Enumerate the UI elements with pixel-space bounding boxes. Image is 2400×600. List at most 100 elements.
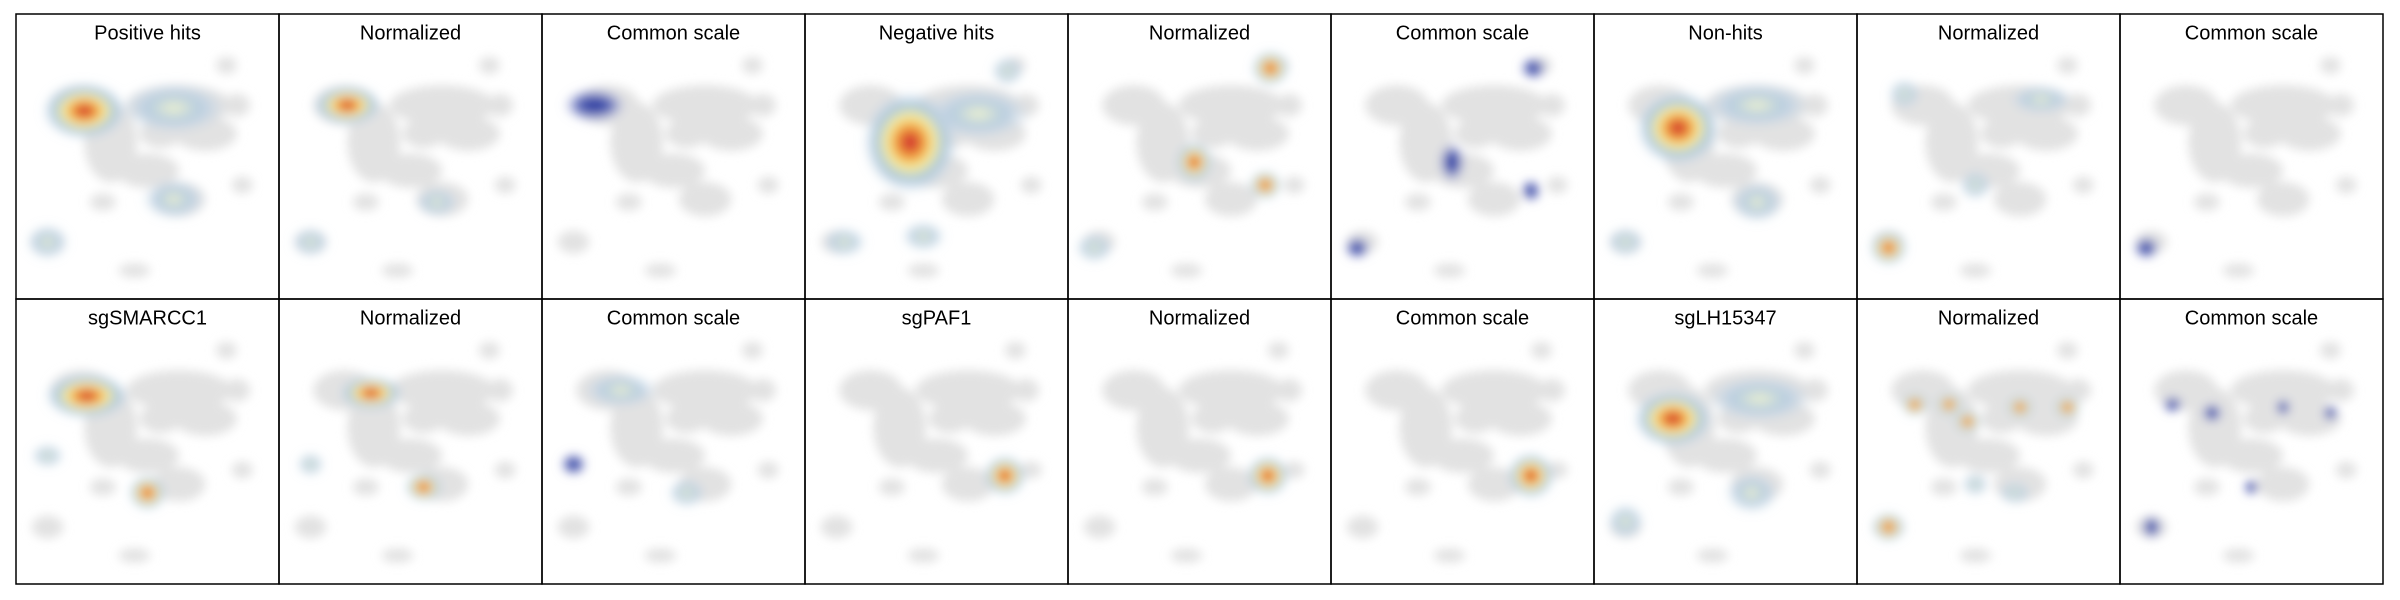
cell-cloud xyxy=(2277,116,2341,151)
cell-cloud xyxy=(118,548,151,563)
panel: sgPAF1 xyxy=(804,298,1069,585)
panel: sgLH15347 xyxy=(1593,298,1858,585)
density-spot xyxy=(1730,182,1784,223)
cell-cloud xyxy=(749,378,777,402)
cell-cloud xyxy=(1178,370,1284,411)
cell-cloud xyxy=(1191,119,1234,148)
cell-cloud xyxy=(1793,341,1815,359)
cell-cloud xyxy=(1959,548,1992,563)
cell-cloud xyxy=(378,153,443,188)
cell-cloud xyxy=(1170,548,1203,563)
cell-cloud xyxy=(115,153,180,188)
panel: Normalized xyxy=(278,298,543,585)
density-spot xyxy=(129,475,166,510)
density-spot xyxy=(2006,395,2034,419)
cell-cloud xyxy=(941,467,995,502)
cell-cloud xyxy=(644,548,677,563)
cell-cloud xyxy=(2193,193,2220,211)
density-spot xyxy=(1636,90,1721,166)
panel: Positive hits xyxy=(15,13,280,300)
cell-cloud xyxy=(486,93,514,117)
density-spot xyxy=(925,88,1032,140)
cell-cloud xyxy=(1275,93,1303,117)
panel: Normalized xyxy=(1067,298,1332,585)
cell-cloud xyxy=(1538,378,1566,402)
density-plot xyxy=(2135,341,2357,563)
cell-cloud xyxy=(231,176,253,194)
cell-cloud xyxy=(1204,182,1258,217)
panel-title: Common scale xyxy=(607,22,740,44)
density-spot xyxy=(1959,170,1992,200)
cell-cloud xyxy=(215,56,237,74)
cell-cloud xyxy=(1204,467,1258,502)
density-spot xyxy=(1935,393,1963,416)
density-spot xyxy=(1075,233,1113,262)
density-spot xyxy=(584,373,658,408)
cell-cloud xyxy=(215,341,237,359)
cell-cloud xyxy=(478,56,500,74)
cell-cloud xyxy=(486,378,514,402)
cell-cloud xyxy=(1454,404,1497,433)
panel-title: Common scale xyxy=(2185,307,2318,329)
cell-cloud xyxy=(1404,193,1431,211)
density-spot xyxy=(2162,395,2184,414)
cell-cloud xyxy=(1020,176,1042,194)
panel: Negative hits xyxy=(804,13,1069,300)
cell-cloud xyxy=(89,478,116,496)
cell-cloud xyxy=(1959,263,1992,278)
panel-frame xyxy=(2119,298,2384,585)
cell-cloud xyxy=(381,548,414,563)
cell-cloud xyxy=(139,404,182,433)
cell-cloud xyxy=(1433,263,1466,278)
density-spot xyxy=(1520,179,1542,203)
density-plot xyxy=(1083,341,1305,563)
cell-cloud xyxy=(378,438,443,473)
panel-title: Common scale xyxy=(607,307,740,329)
panel: Common scale xyxy=(541,13,806,300)
density-plot xyxy=(1872,341,2094,563)
cell-cloud xyxy=(1012,378,1040,402)
cell-cloud xyxy=(1441,370,1547,411)
panel-title: Common scale xyxy=(1396,307,1529,329)
panel-title: sgPAF1 xyxy=(902,307,972,329)
cell-cloud xyxy=(1225,116,1289,151)
cell-cloud xyxy=(1693,153,1758,188)
cell-cloud xyxy=(1930,478,1957,496)
cell-cloud xyxy=(678,182,732,217)
density-plot xyxy=(294,341,516,563)
cell-cloud xyxy=(436,116,500,151)
cell-cloud xyxy=(2256,182,2310,217)
cell-cloud xyxy=(878,193,905,211)
cell-cloud xyxy=(615,478,642,496)
cell-cloud xyxy=(1225,401,1289,436)
density-spot xyxy=(1252,51,1289,86)
density-spot xyxy=(1633,390,1713,448)
cell-cloud xyxy=(665,119,708,148)
density-spot xyxy=(1954,410,1981,433)
density-spot xyxy=(668,478,706,508)
density-spot xyxy=(1872,512,1905,542)
panel-title: Normalized xyxy=(1938,22,2039,44)
cell-cloud xyxy=(1191,404,1234,433)
cell-cloud xyxy=(436,401,500,436)
cell-cloud xyxy=(641,153,706,188)
cell-cloud xyxy=(1488,401,1552,436)
density-spot xyxy=(1707,375,1813,422)
cell-cloud xyxy=(907,548,940,563)
cell-cloud xyxy=(118,263,151,278)
cell-cloud xyxy=(2243,404,2286,433)
density-plot xyxy=(557,341,779,563)
cell-cloud xyxy=(2056,56,2078,74)
density-spot xyxy=(1175,142,1213,183)
density-spot xyxy=(1607,504,1644,539)
density-spot xyxy=(31,444,64,468)
density-spot xyxy=(1246,455,1289,496)
cell-cloud xyxy=(1283,461,1305,479)
density-spot xyxy=(1888,79,1921,109)
panel-title: Normalized xyxy=(360,22,461,44)
density-spot xyxy=(560,452,587,476)
density-plot xyxy=(2133,56,2357,278)
density-spot xyxy=(2322,404,2339,422)
cell-cloud xyxy=(1809,176,1831,194)
cell-cloud xyxy=(907,263,940,278)
